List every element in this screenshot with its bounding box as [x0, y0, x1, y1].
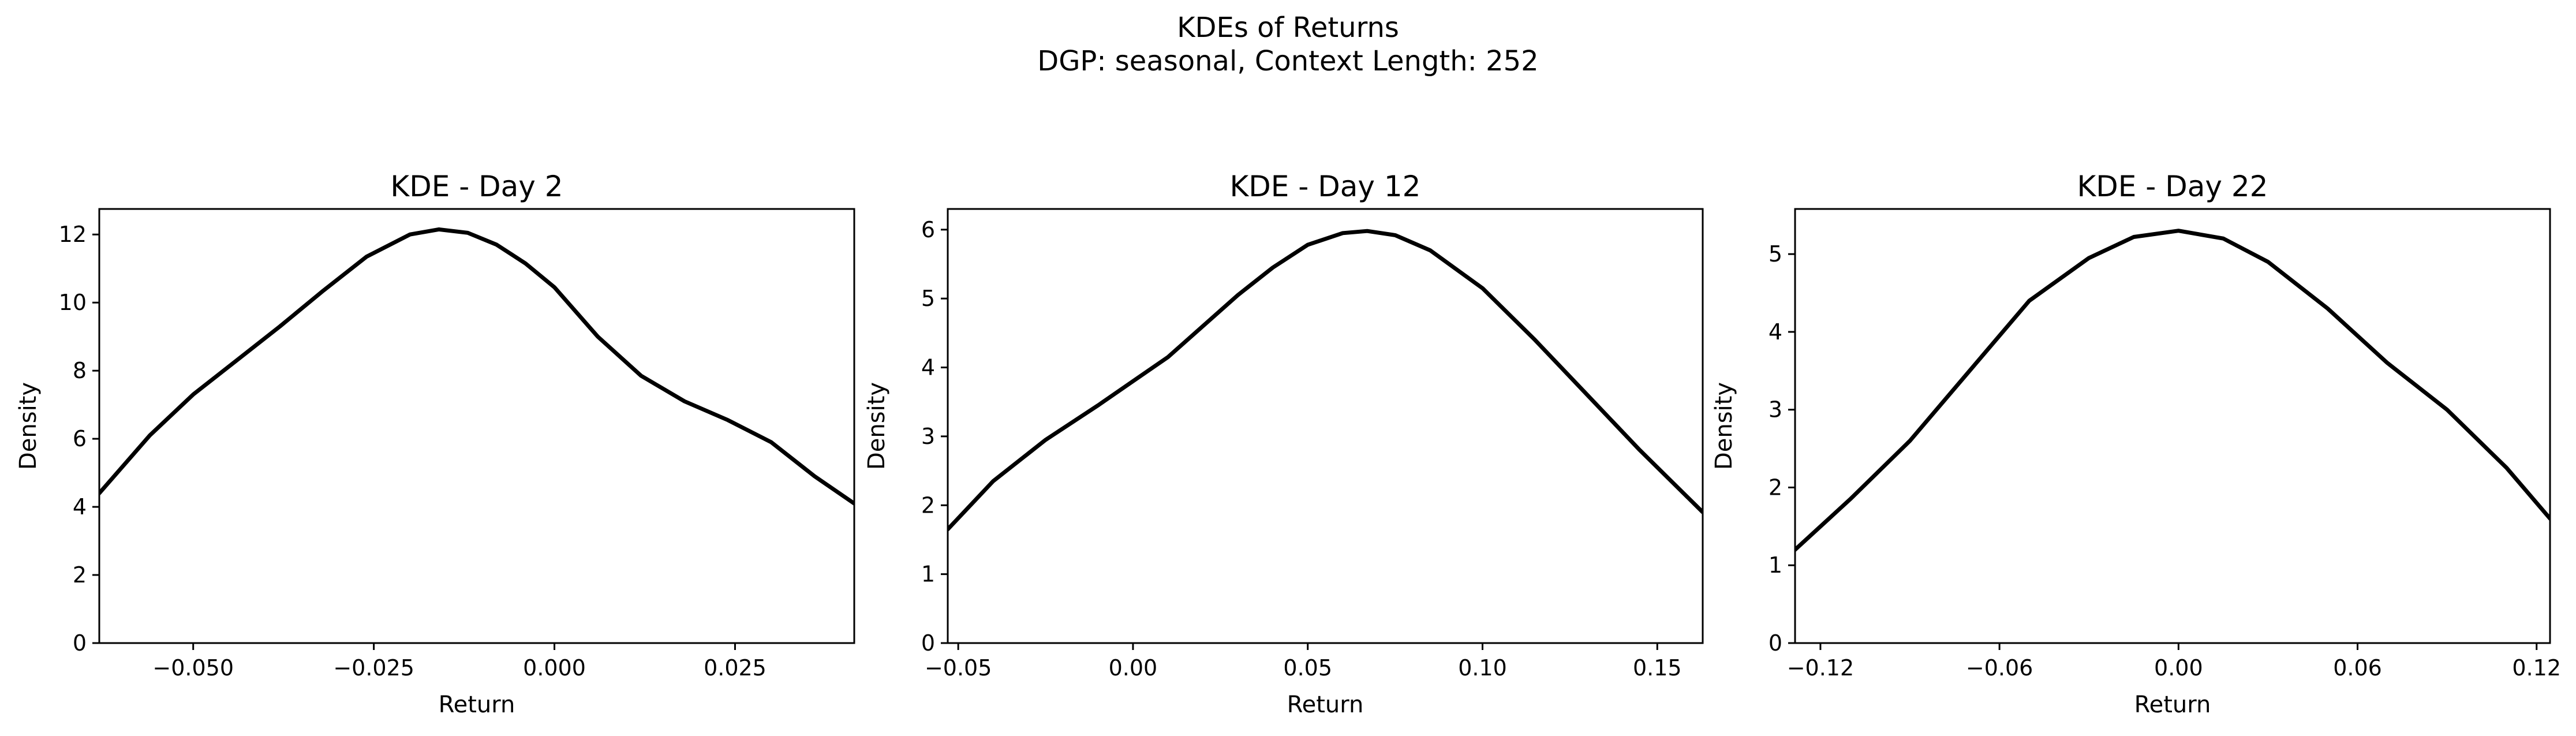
- subplot-title: KDE - Day 22: [2077, 170, 2268, 203]
- kde-line: [948, 229, 1703, 532]
- x-tick-label: 0.05: [1283, 655, 1332, 681]
- x-tick-label: 0.025: [704, 655, 767, 681]
- x-tick-label: −0.025: [333, 655, 414, 681]
- x-tick-label: 0.000: [523, 655, 586, 681]
- y-tick-label: 0: [1769, 630, 1782, 656]
- x-tick-label: −0.12: [1787, 655, 1854, 681]
- x-tick-label: −0.06: [1966, 655, 2033, 681]
- x-axis-label: Return: [2134, 692, 2211, 718]
- y-tick-label: 3: [1769, 397, 1782, 423]
- axes-frame: [947, 208, 1704, 644]
- x-tick-label: 0.06: [2333, 655, 2382, 681]
- x-tick-label: 0.00: [1109, 655, 1158, 681]
- y-axis-label: Density: [15, 382, 42, 470]
- x-tick-label: −0.050: [152, 655, 234, 681]
- x-tick-label: 0.00: [2154, 655, 2203, 681]
- x-tick-label: −0.05: [925, 655, 992, 681]
- y-tick-label: 2: [1769, 475, 1782, 500]
- x-tick-label: 0.12: [2512, 655, 2561, 681]
- x-axis-label: Return: [439, 692, 515, 718]
- y-axis-label: Density: [1711, 382, 1737, 470]
- y-tick-label: 3: [921, 424, 935, 449]
- y-tick-label: 6: [921, 217, 935, 242]
- y-tick-label: 5: [1769, 241, 1782, 267]
- y-tick-label: 12: [59, 222, 87, 247]
- x-tick-label: 0.10: [1458, 655, 1507, 681]
- x-tick-label: 0.15: [1633, 655, 1682, 681]
- y-tick-label: 4: [73, 494, 87, 520]
- subplot-title: KDE - Day 2: [390, 170, 563, 203]
- y-tick-label: 1: [921, 562, 935, 587]
- y-tick-label: 0: [73, 630, 87, 656]
- y-tick-label: 6: [73, 426, 87, 451]
- axes-frame: [1794, 208, 2551, 644]
- kde-line: [99, 227, 854, 506]
- y-tick-label: 10: [59, 290, 87, 315]
- axes-frame: [98, 208, 855, 644]
- subplot-1: KDE - Day 2 −0.050 −0.025 0.000 0.025 0 2 4 6 8 10…: [15, 170, 855, 718]
- subplot-title: KDE - Day 12: [1230, 170, 1421, 203]
- y-tick-label: 8: [73, 358, 87, 383]
- subplot-2: KDE - Day 12 −0.05 0.00 0.05 0.10 0.15 0 1 2 3 4 5 6…: [863, 170, 1704, 718]
- y-tick-label: 0: [921, 630, 935, 656]
- y-tick-label: 4: [1769, 319, 1782, 345]
- subplot-panels: KDE - Day 2−0.050 −0.025 0.000 0.0250246810…: [15, 170, 2561, 718]
- figure-title: KDEs of Returns: [1177, 12, 1399, 44]
- subplot-3: KDE - Day 22 −0.12 −0.06 0.00 0.06 0.12 0 1 2 3 4 5…: [1711, 170, 2561, 718]
- x-axis-label: Return: [1287, 692, 1364, 718]
- y-axis-label: Density: [863, 382, 890, 470]
- y-tick-label: 2: [921, 492, 935, 518]
- y-tick-label: 1: [1769, 552, 1782, 578]
- y-tick-label: 2: [73, 562, 87, 588]
- figure-subtitle: DGP: seasonal, Context Length: 252: [1037, 45, 1538, 77]
- y-tick-label: 5: [921, 286, 935, 311]
- kde-line: [1795, 229, 2550, 552]
- y-tick-label: 4: [921, 355, 935, 380]
